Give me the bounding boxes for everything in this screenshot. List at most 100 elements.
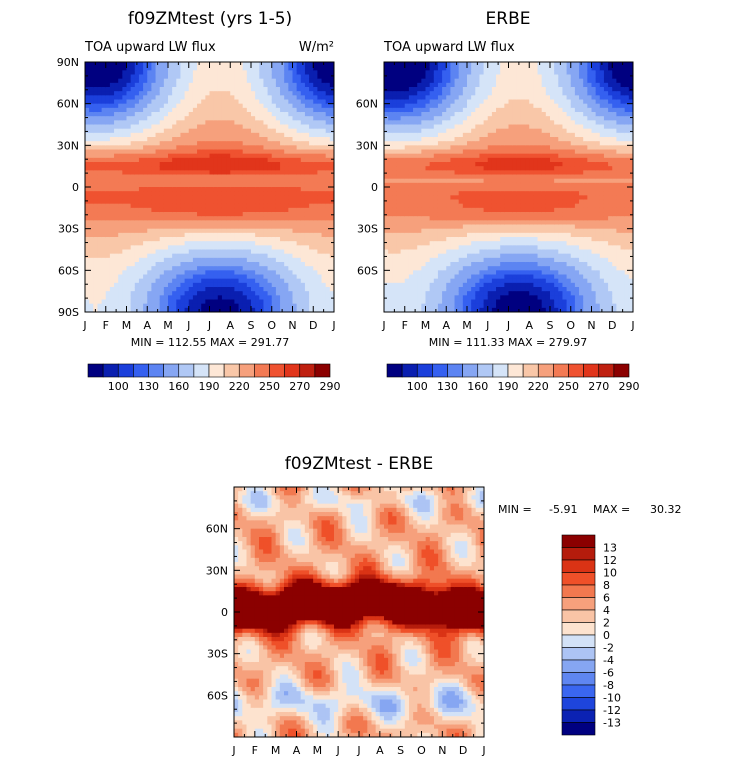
field-cell (467, 220, 472, 226)
field-cell (126, 187, 132, 192)
field-cell (221, 207, 227, 213)
field-cell (317, 270, 323, 276)
field-cell (172, 307, 177, 312)
field-cell (263, 241, 269, 246)
field-cell (238, 212, 244, 217)
field-cell (271, 170, 277, 176)
field-cell (442, 174, 447, 180)
field-cell (313, 303, 318, 309)
field-cell (205, 199, 211, 205)
field-cell (155, 245, 161, 251)
field-cell (188, 282, 194, 288)
field-cell (259, 232, 265, 238)
field-cell (325, 128, 331, 134)
field-cell (384, 203, 389, 209)
field-cell (317, 153, 323, 159)
field-cell (101, 157, 107, 163)
field-cell (388, 141, 393, 146)
field-cell (151, 87, 157, 92)
field-cell (242, 287, 248, 292)
field-cell (317, 278, 323, 284)
field-cell (209, 120, 215, 126)
field-cell (442, 182, 447, 188)
field-cell (159, 66, 165, 71)
field-cell (180, 237, 186, 242)
field-cell (93, 120, 99, 126)
field-cell (413, 137, 418, 142)
field-cell (425, 62, 431, 67)
field-cell (392, 153, 398, 159)
field-cell (317, 245, 323, 251)
field-cell (172, 107, 177, 113)
field-cell (275, 241, 281, 246)
field-cell (151, 170, 157, 176)
field-cell (321, 91, 327, 96)
field-cell (118, 62, 123, 67)
field-cell (155, 70, 161, 76)
field-cell (284, 237, 289, 242)
field-cell (458, 237, 464, 242)
field-cell (230, 78, 235, 84)
field-cell (329, 270, 334, 276)
colorbar-swatch (133, 363, 149, 378)
field-cell (226, 241, 231, 246)
field-cell (213, 299, 219, 305)
field-cell (288, 274, 294, 280)
field-cell (143, 262, 148, 267)
field-cell (97, 303, 103, 309)
field-cell (400, 187, 406, 192)
field-cell (421, 245, 427, 251)
field-cell (197, 266, 202, 271)
field-cell (255, 141, 260, 146)
field-cell (226, 99, 231, 105)
field-cell (163, 137, 169, 142)
field-cell (97, 287, 103, 292)
field-cell (85, 66, 90, 71)
field-cell (437, 191, 443, 196)
field-cell (184, 249, 190, 255)
field-cell (396, 157, 402, 163)
field-cell (263, 153, 269, 159)
field-cell (176, 141, 182, 146)
field-cell (184, 245, 190, 251)
field-cell (396, 274, 402, 280)
field-cell (317, 253, 323, 259)
field-cell (197, 232, 202, 238)
field-cell (454, 253, 460, 259)
field-cell (437, 99, 443, 105)
field-cell (429, 87, 435, 92)
field-cell (396, 153, 402, 159)
field-cell (143, 299, 148, 305)
field-cell (421, 291, 427, 296)
field-cell (180, 191, 186, 196)
field-cell (242, 191, 248, 196)
field-cell (263, 66, 269, 71)
field-cell (313, 195, 318, 201)
field-cell (396, 124, 402, 130)
field-cell (433, 91, 439, 96)
field-cell (437, 174, 443, 180)
field-cell (429, 170, 435, 176)
field-cell (221, 82, 227, 88)
field-cell (446, 95, 451, 101)
field-cell (321, 291, 327, 296)
field-cell (263, 112, 269, 117)
field-cell (126, 207, 132, 213)
field-cell (462, 141, 468, 146)
field-cell (288, 120, 294, 126)
field-cell (325, 137, 331, 142)
field-cell (458, 162, 464, 167)
field-cell (284, 274, 289, 280)
field-cell (201, 291, 206, 296)
field-cell (172, 191, 177, 196)
field-cell (85, 203, 90, 209)
field-cell (205, 307, 211, 312)
field-cell (280, 199, 285, 205)
field-cell (462, 157, 468, 163)
field-cell (213, 166, 219, 171)
field-cell (267, 287, 273, 292)
field-cell (109, 307, 115, 312)
field-cell (134, 270, 140, 276)
field-cell (300, 137, 306, 142)
field-cell (151, 270, 157, 276)
